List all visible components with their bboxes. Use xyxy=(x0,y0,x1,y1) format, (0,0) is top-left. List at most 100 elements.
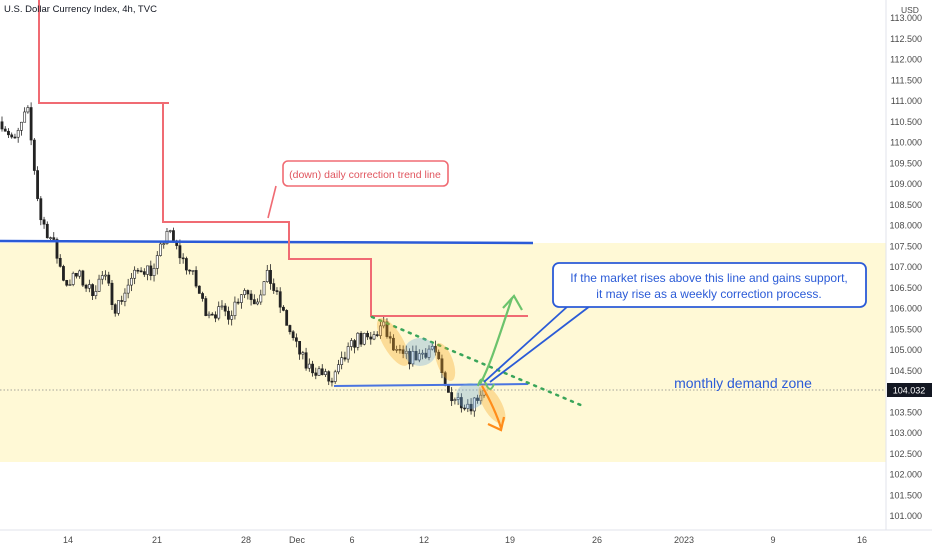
trend-line-label-box[interactable] xyxy=(282,160,449,187)
candle-body xyxy=(385,321,389,337)
candle-body xyxy=(91,284,94,296)
candle-body xyxy=(29,107,33,141)
candle-body xyxy=(168,230,172,232)
price-tick-label: 108.000 xyxy=(889,221,922,231)
candle-body xyxy=(417,353,421,361)
candle-body xyxy=(146,265,149,275)
candle-body xyxy=(42,219,46,225)
candle-body xyxy=(191,270,195,272)
candle-body xyxy=(94,291,98,296)
candle-body xyxy=(459,397,463,409)
price-tick-label: 101.500 xyxy=(889,490,922,500)
candle-body xyxy=(104,274,107,277)
candle-body xyxy=(362,332,366,345)
candle-body xyxy=(327,371,331,382)
candle-body xyxy=(453,399,457,402)
candle-body xyxy=(472,397,476,412)
candle-body xyxy=(201,293,204,299)
candle-body xyxy=(427,348,431,358)
candle-body xyxy=(155,255,159,269)
blue-resistance-line[interactable] xyxy=(0,239,534,245)
time-axis-ticks[interactable]: 14 21 28 Dec 6 12 19 26 2023 9 16 xyxy=(63,535,867,545)
price-tick-label: 105.000 xyxy=(889,345,922,355)
current-price-tag xyxy=(887,383,932,397)
callout-pointer-2 xyxy=(489,305,591,383)
candle-body xyxy=(165,230,169,244)
candle-body xyxy=(84,284,88,289)
green-arrowhead-icon xyxy=(502,294,523,311)
candle-body xyxy=(408,350,411,365)
candle-body xyxy=(81,270,85,286)
symbol-title[interactable]: U.S. Dollar Currency Index, 4h, TVC xyxy=(4,4,157,15)
price-tick-label: 111.000 xyxy=(891,96,922,106)
time-tick-label: 9 xyxy=(770,535,775,545)
candle-body xyxy=(16,130,20,138)
candle-body xyxy=(20,121,23,131)
price-axis-ticks[interactable]: 113.000 112.500 112.000 111.500 111.000 110.5… xyxy=(889,13,922,521)
price-tick-label: 103.000 xyxy=(889,428,922,438)
price-tick-label: 101.000 xyxy=(889,511,922,521)
time-tick-label: 12 xyxy=(419,535,429,545)
time-tick-label: 26 xyxy=(592,535,602,545)
candle-body xyxy=(230,315,234,320)
candle-body xyxy=(430,346,434,350)
blue-support-line[interactable] xyxy=(333,383,529,387)
candle-body xyxy=(330,380,334,383)
candle-body xyxy=(129,277,133,286)
price-tick-label: 110.500 xyxy=(890,117,922,127)
candle-body xyxy=(188,269,192,272)
candle-body xyxy=(149,265,153,276)
candle-body xyxy=(259,294,263,303)
candle-body xyxy=(13,136,17,139)
candle-body xyxy=(39,198,43,221)
candle-body xyxy=(275,290,279,292)
candle-body xyxy=(142,271,146,275)
highlight-ellipse-1 xyxy=(376,318,410,366)
candle-body xyxy=(311,363,314,374)
candle-body xyxy=(26,107,30,113)
candle-body xyxy=(68,284,72,286)
candle-body xyxy=(382,321,386,327)
red-step-line[interactable] xyxy=(38,0,528,317)
callout-line-2: it may rise as a weekly correction proce… xyxy=(596,287,821,301)
time-tick-label: 19 xyxy=(505,535,515,545)
candle-body xyxy=(36,170,39,199)
candle-body xyxy=(227,310,230,320)
candle-body xyxy=(349,340,353,347)
candle-body xyxy=(262,281,266,296)
dotted-trend-line[interactable] xyxy=(370,315,585,408)
callout-box[interactable] xyxy=(552,262,867,308)
candle-body xyxy=(126,284,130,294)
price-tick-label: 105.500 xyxy=(889,324,922,334)
time-tick-label: 2023 xyxy=(674,535,694,545)
candle-body xyxy=(333,371,337,382)
time-tick-label: 21 xyxy=(152,535,162,545)
candle-body xyxy=(71,272,75,285)
candle-body xyxy=(75,272,78,277)
candle-body xyxy=(388,336,392,339)
candle-body xyxy=(291,331,295,339)
candle-body xyxy=(78,270,82,277)
candle-body xyxy=(278,291,282,308)
price-tick-label: 109.000 xyxy=(889,179,922,189)
candle-body xyxy=(343,357,347,360)
price-axis-currency: USD xyxy=(901,5,919,15)
price-tick-label: 109.500 xyxy=(889,158,922,168)
highlight-ellipse-2 xyxy=(404,338,436,366)
candle-body xyxy=(120,300,124,302)
candle-body xyxy=(466,403,470,409)
price-tick-label: 106.000 xyxy=(889,304,922,314)
time-tick-label: 16 xyxy=(857,535,867,545)
candle-body xyxy=(369,336,373,340)
orange-down-arrow[interactable] xyxy=(481,385,503,429)
candle-body xyxy=(395,349,399,351)
price-tick-label: 106.500 xyxy=(889,283,922,293)
candle-body xyxy=(210,313,214,316)
candle-body xyxy=(340,357,344,365)
candle-body xyxy=(401,349,405,354)
candle-body xyxy=(62,266,65,281)
candle-body xyxy=(110,282,114,305)
candle-body xyxy=(10,134,14,138)
